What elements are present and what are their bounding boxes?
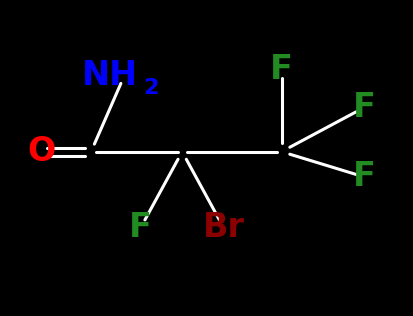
Text: F: F <box>352 91 375 124</box>
Text: NH: NH <box>81 59 138 92</box>
Text: Br: Br <box>202 211 244 244</box>
Text: 2: 2 <box>143 78 159 99</box>
Text: O: O <box>27 135 55 168</box>
Text: F: F <box>129 211 152 244</box>
Text: F: F <box>269 53 292 86</box>
Text: F: F <box>352 161 375 193</box>
